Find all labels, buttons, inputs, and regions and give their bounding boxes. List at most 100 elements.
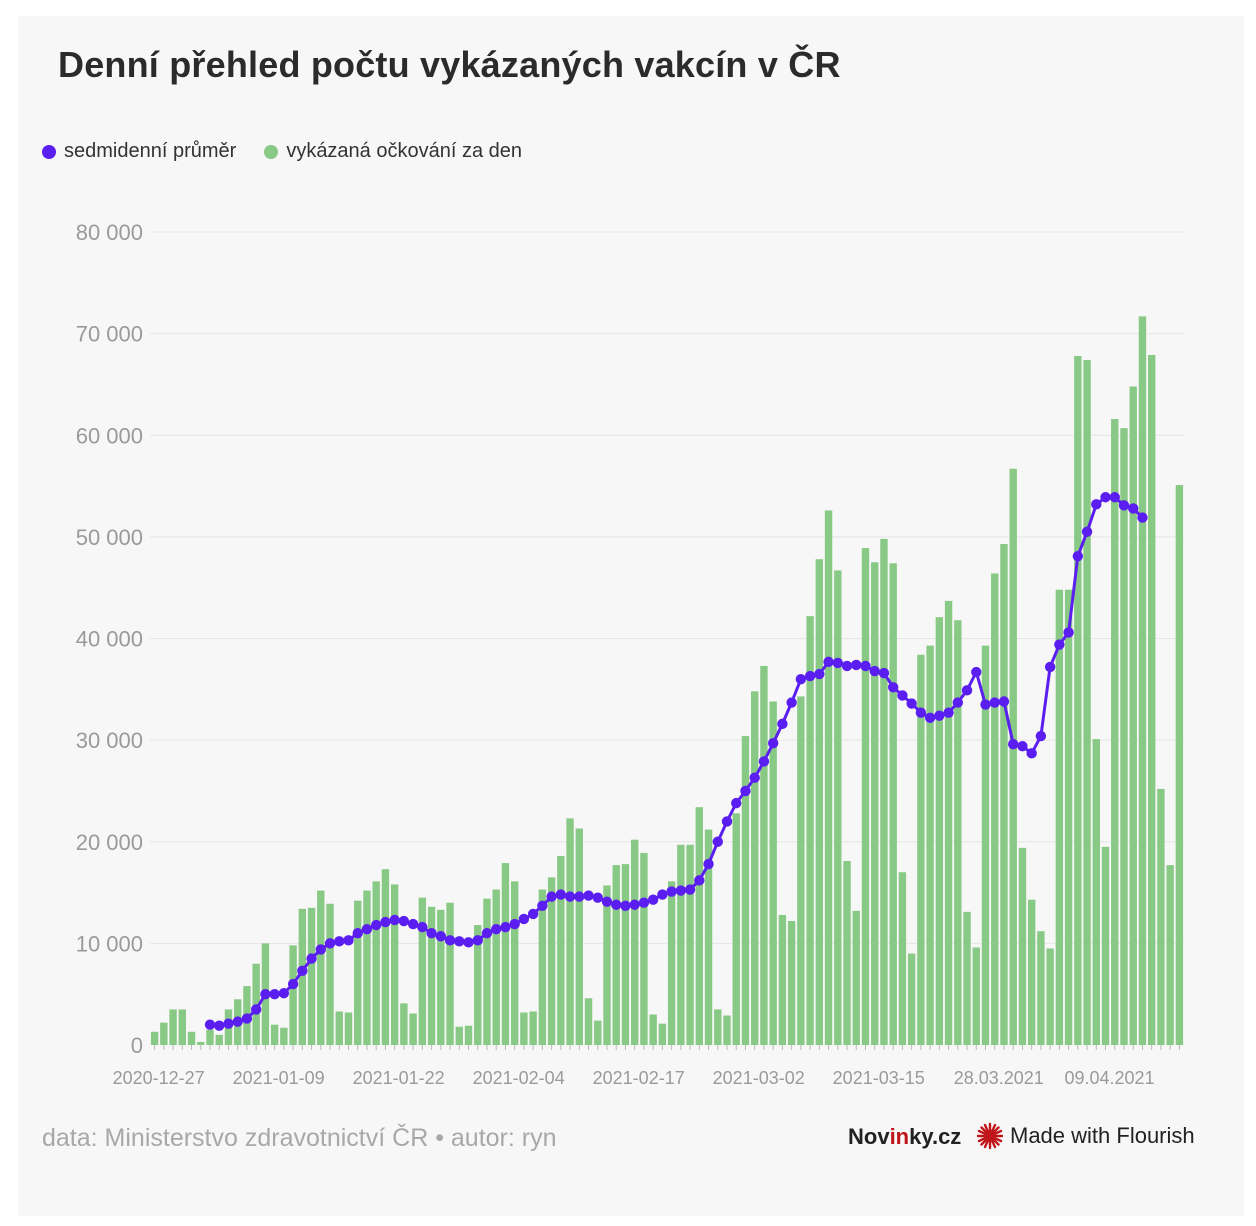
novinky-logo[interactable]: Novinky.cz [848, 1124, 961, 1150]
bar[interactable] [667, 881, 676, 1045]
line-point[interactable] [592, 892, 603, 903]
bar[interactable] [492, 889, 500, 1045]
bar[interactable] [501, 863, 510, 1045]
bar[interactable] [917, 654, 925, 1045]
bar[interactable] [1129, 386, 1137, 1046]
bar[interactable] [538, 889, 547, 1045]
bar[interactable] [474, 925, 482, 1045]
bar[interactable] [677, 844, 685, 1045]
bar[interactable] [483, 898, 491, 1045]
line-point[interactable] [1109, 492, 1120, 503]
bar[interactable] [1111, 418, 1119, 1045]
line-point[interactable] [758, 756, 770, 767]
line-point[interactable] [361, 923, 373, 935]
bar[interactable] [215, 1034, 223, 1045]
bar[interactable] [197, 1041, 205, 1045]
bar[interactable] [861, 548, 870, 1045]
bar[interactable] [400, 1003, 408, 1045]
bar[interactable] [390, 884, 399, 1045]
bar[interactable] [418, 897, 427, 1045]
line-point[interactable] [998, 696, 1010, 707]
bar[interactable] [658, 1023, 667, 1045]
line-point[interactable] [887, 682, 899, 693]
bar[interactable] [178, 1009, 187, 1045]
bar[interactable] [557, 855, 565, 1045]
bar[interactable] [1166, 865, 1174, 1045]
line-point[interactable] [795, 673, 807, 685]
bar[interactable] [815, 559, 824, 1045]
bar[interactable] [714, 1009, 722, 1045]
bar[interactable] [852, 910, 860, 1045]
line-point[interactable] [1091, 499, 1102, 510]
line-point[interactable] [583, 890, 594, 901]
line-point[interactable] [232, 1016, 243, 1027]
flourish-credit[interactable]: Made with Flourish [976, 1122, 1195, 1150]
line-point[interactable] [915, 707, 927, 718]
bar[interactable] [381, 869, 390, 1045]
line-point[interactable] [961, 685, 973, 696]
bar[interactable] [575, 828, 583, 1045]
bar[interactable] [695, 807, 704, 1045]
line-point[interactable] [851, 659, 862, 671]
bar[interactable] [354, 900, 362, 1045]
line-point[interactable] [675, 885, 687, 896]
bar[interactable] [427, 906, 436, 1045]
line-point[interactable] [491, 923, 502, 935]
line-point[interactable] [989, 697, 1000, 708]
bar[interactable] [621, 864, 630, 1045]
line-point[interactable] [684, 884, 696, 895]
bar[interactable] [1064, 589, 1073, 1045]
line-point[interactable] [1081, 526, 1093, 537]
bar[interactable] [1055, 589, 1064, 1045]
bar[interactable] [1157, 788, 1165, 1045]
bar[interactable] [280, 1027, 288, 1045]
bar[interactable] [640, 852, 648, 1045]
line-point[interactable] [1017, 741, 1028, 752]
line-point[interactable] [463, 937, 474, 948]
line-point[interactable] [380, 916, 391, 928]
bar[interactable] [510, 881, 519, 1045]
line-point[interactable] [731, 797, 742, 809]
line-point[interactable] [1044, 661, 1056, 673]
line-point[interactable] [509, 918, 520, 930]
line-point[interactable] [804, 670, 816, 682]
line-point[interactable] [740, 785, 751, 797]
bar[interactable] [741, 736, 750, 1045]
line-point[interactable] [869, 665, 880, 677]
bar[interactable] [446, 902, 454, 1045]
line-point[interactable] [657, 889, 668, 900]
bar[interactable] [547, 877, 556, 1045]
line-point[interactable] [398, 915, 410, 927]
bar[interactable] [584, 998, 593, 1045]
bar[interactable] [843, 861, 851, 1045]
bar[interactable] [437, 909, 445, 1045]
bar[interactable] [787, 921, 796, 1045]
line-point[interactable] [574, 891, 585, 902]
line-point[interactable] [1118, 500, 1130, 511]
line-point[interactable] [832, 657, 843, 669]
line-point[interactable] [269, 988, 280, 1000]
line-point[interactable] [694, 875, 705, 886]
line-point[interactable] [407, 918, 419, 930]
line-point[interactable] [214, 1020, 225, 1031]
bar[interactable] [834, 570, 842, 1045]
bar[interactable] [991, 573, 999, 1045]
line-point[interactable] [370, 919, 382, 931]
line-point[interactable] [352, 928, 363, 939]
line-point[interactable] [481, 928, 493, 939]
bar[interactable] [1175, 485, 1184, 1045]
line-point[interactable] [555, 889, 567, 900]
bar[interactable] [1138, 316, 1147, 1045]
bar[interactable] [150, 1031, 159, 1045]
line-point[interactable] [601, 896, 613, 907]
bar[interactable] [1009, 468, 1017, 1045]
bar[interactable] [326, 903, 334, 1045]
line-point[interactable] [767, 737, 779, 749]
line-point[interactable] [814, 668, 825, 680]
line-point[interactable] [823, 656, 834, 668]
line-point[interactable] [629, 899, 640, 910]
bar[interactable] [751, 691, 759, 1045]
bar[interactable] [1046, 948, 1054, 1045]
bar[interactable] [1120, 428, 1128, 1046]
bar[interactable] [206, 1029, 214, 1045]
